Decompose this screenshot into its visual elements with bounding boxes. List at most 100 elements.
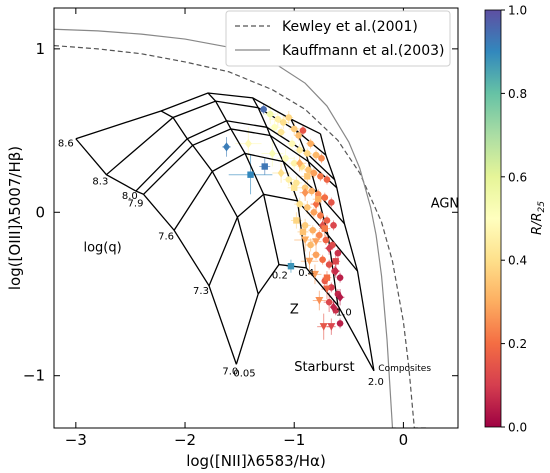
z-grid-line xyxy=(160,110,259,295)
logq-grid-label: 8.3 xyxy=(92,177,108,188)
kewley-curve xyxy=(54,44,429,428)
data-point-triangle xyxy=(322,285,331,294)
data-point-circle xyxy=(301,222,309,229)
data-point-circle xyxy=(285,176,293,183)
z-grid-line xyxy=(252,97,307,268)
z-label: Z xyxy=(290,303,299,318)
data-point-square xyxy=(304,173,311,180)
x-axis-label: log([NII]λ6583/Hα) xyxy=(186,452,326,470)
logq-grid-label: 7.9 xyxy=(128,198,144,209)
data-point-diamond xyxy=(223,142,231,152)
data-point-circle xyxy=(274,115,282,123)
z-grid-label: 0.4 xyxy=(298,268,314,279)
data-point-circle xyxy=(314,191,322,198)
data-point-circle xyxy=(316,231,323,239)
data-point-triangle xyxy=(301,236,310,245)
logq-grid-line xyxy=(208,193,359,287)
data-point-triangle xyxy=(312,238,321,246)
data-point-diamond xyxy=(332,266,340,276)
logq-grid-label: 7.6 xyxy=(158,231,174,242)
colorbar-tick-label: 0.8 xyxy=(508,87,527,101)
data-point-circle xyxy=(317,212,324,219)
logq-label: log(q) xyxy=(83,241,121,256)
data-point-circle xyxy=(290,125,298,133)
data-point-circle xyxy=(323,176,331,183)
x-tick-label: −2 xyxy=(174,431,196,449)
data-point-circle xyxy=(336,320,344,327)
z-grid-label: 0.2 xyxy=(272,271,288,282)
colorbar-tick-label: 0.0 xyxy=(508,421,527,435)
data-point-circle xyxy=(305,166,312,174)
data-point-circle xyxy=(277,128,285,136)
data-point-circle xyxy=(310,208,318,216)
legend-label-kewley: Kewley et al.(2001) xyxy=(282,19,418,35)
data-point-diamond xyxy=(268,148,276,158)
data-point-circle xyxy=(301,184,309,192)
y-tick-label: −1 xyxy=(23,367,45,385)
colorbar-tick-label: 0.2 xyxy=(508,337,527,351)
legend-label-kauffmann: Kauffmann et al.(2003) xyxy=(282,43,444,59)
data-point-circle xyxy=(317,173,324,180)
data-point-circle xyxy=(307,241,314,249)
starburst-label: Starburst xyxy=(294,360,354,375)
logq-grid-line xyxy=(135,120,336,192)
data-point-circle xyxy=(308,187,315,195)
x-tick-label: −3 xyxy=(65,431,87,449)
data-point-circle xyxy=(309,226,317,234)
data-point-circle xyxy=(330,222,337,229)
colorbar-tick-label: 1.0 xyxy=(508,4,527,18)
data-point-square xyxy=(299,228,307,236)
y-axis-label: log([OIII]λ5007/Hβ) xyxy=(6,146,24,290)
y-tick-label: 1 xyxy=(35,40,45,58)
data-point-triangle xyxy=(327,323,336,331)
kauffmann-curve xyxy=(54,28,396,428)
data-point-circle xyxy=(321,194,329,201)
logq-grid-label: 7.0 xyxy=(222,366,238,377)
data-point-circle xyxy=(282,155,289,162)
logq-grid-label: 8.6 xyxy=(58,139,74,150)
data-point-circle xyxy=(318,155,325,162)
data-point-circle xyxy=(290,159,298,167)
data-point-square xyxy=(321,225,328,232)
data-point-circle xyxy=(319,256,326,263)
data-point-circle xyxy=(299,127,307,134)
data-point-circle xyxy=(293,179,300,187)
data-point-circle xyxy=(271,123,278,131)
data-point-triangle xyxy=(319,323,328,331)
data-point-circle xyxy=(304,204,311,211)
data-point-circle xyxy=(295,132,302,139)
data-point-diamond xyxy=(296,158,304,168)
x-tick-label: 0 xyxy=(399,431,409,449)
colorbar-gradient xyxy=(484,9,502,428)
z-grid-line xyxy=(207,92,280,265)
data-point-circle xyxy=(310,169,318,177)
data-point-square xyxy=(261,163,268,170)
data-point-circle xyxy=(328,199,335,206)
data-point-circle xyxy=(260,106,267,113)
data-point-square xyxy=(291,184,298,191)
logq-grid-label: 8.0 xyxy=(122,191,138,202)
data-point-circle xyxy=(312,251,320,259)
data-point-circle xyxy=(322,236,330,244)
data-point-square xyxy=(323,274,331,281)
data-point-circle xyxy=(285,114,293,121)
data-point-diamond xyxy=(244,139,252,149)
data-point-square xyxy=(247,171,254,178)
logq-grid-label: 7.3 xyxy=(193,286,209,297)
x-tick-label: −1 xyxy=(283,431,305,449)
colorbar: 0.0 0.2 0.4 0.6 0.8 1.0 R/R25 xyxy=(484,4,547,435)
colorbar-tick-label: 0.4 xyxy=(508,254,527,268)
agn-label: AGN xyxy=(431,196,459,211)
data-point-diamond xyxy=(277,168,285,178)
data-point-diamond xyxy=(336,292,344,302)
colorbar-tick-label: 0.6 xyxy=(508,170,527,184)
z-grid-label: 2.0 xyxy=(368,377,384,388)
y-tick-label: 0 xyxy=(35,203,45,221)
data-point-square xyxy=(293,217,300,224)
logq-grid-line xyxy=(143,128,338,195)
data-point-triangle xyxy=(310,270,319,279)
data-point-triangle xyxy=(305,257,314,266)
data-point-diamond xyxy=(330,302,338,312)
data-point-square xyxy=(332,258,339,265)
